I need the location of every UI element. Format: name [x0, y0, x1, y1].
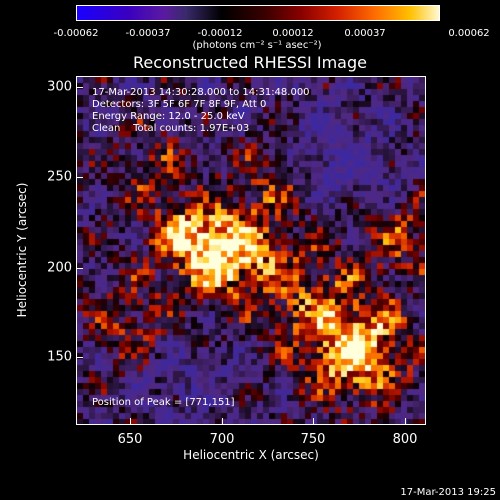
colorbar-gradient: [77, 6, 439, 20]
x-tick-label: 750: [300, 432, 326, 447]
y-tick-label: 150: [47, 349, 72, 365]
x-tick-mark: [313, 418, 314, 425]
rhessi-image: [76, 76, 426, 425]
render-timestamp: 17-Mar-2013 19:25: [400, 487, 496, 498]
colorbar-label: -0.00037: [125, 28, 171, 39]
x-axis-label: Heliocentric X (arcsec): [183, 448, 319, 462]
y-tick-mark: [76, 268, 83, 269]
x-tick-label: 650: [117, 432, 143, 447]
image-title: Reconstructed RHESSI Image: [133, 53, 367, 72]
overlay-detectors: Detectors: 3F 5F 6F 7F 8F 9F, Att 0: [92, 99, 267, 110]
colorbar-label: 0.00012: [272, 28, 314, 39]
colorbar: [76, 5, 440, 21]
overlay-peak: Position of Peak = [771,151]: [92, 397, 235, 408]
y-tick-mark: [76, 87, 83, 88]
x-tick-label: 800: [392, 432, 418, 447]
x-tick-mark: [130, 418, 131, 425]
colorbar-label: 0.00062: [448, 28, 490, 39]
overlay-time-range: 17-Mar-2013 14:30:28.000 to 14:31:48.000: [92, 87, 310, 98]
colorbar-label: 0.00037: [344, 28, 386, 39]
colorbar-unit: (photons cm⁻² s⁻¹ asec⁻²): [192, 40, 322, 51]
y-axis-label: Heliocentric Y (arcsec): [15, 182, 30, 318]
y-tick-label: 200: [47, 260, 72, 276]
colorbar-label: -0.00012: [197, 28, 243, 39]
x-tick-mark: [405, 418, 406, 425]
y-tick-label: 300: [47, 79, 72, 95]
x-tick-mark: [222, 418, 223, 425]
y-tick-mark: [76, 357, 83, 358]
y-tick-mark: [76, 177, 83, 178]
colorbar-label: -0.00062: [53, 28, 99, 39]
y-tick-label: 250: [47, 169, 72, 185]
heatmap-canvas: [77, 77, 425, 424]
x-tick-label: 700: [209, 432, 235, 447]
overlay-clean: Clean Total counts: 1.97E+03: [92, 123, 250, 134]
overlay-energy: Energy Range: 12.0 - 25.0 keV: [92, 111, 245, 122]
